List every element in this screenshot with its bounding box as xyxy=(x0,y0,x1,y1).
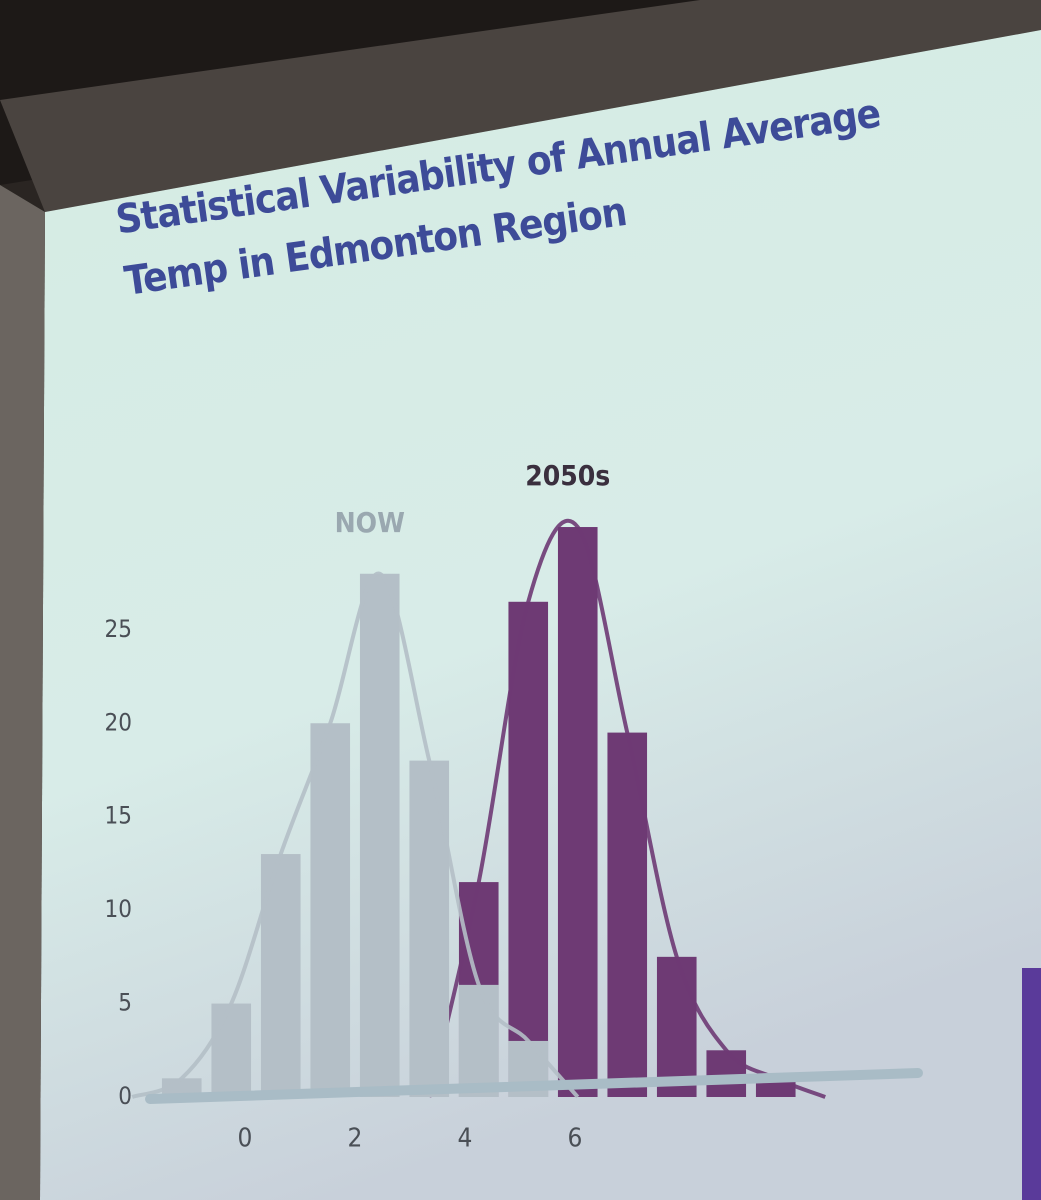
screen-edge xyxy=(0,185,45,1200)
bar xyxy=(310,723,351,1097)
y-tick-label: 25 xyxy=(105,615,132,643)
side-panel xyxy=(1022,968,1041,1200)
bar xyxy=(706,1050,747,1097)
bar xyxy=(458,984,499,1097)
fit-curve xyxy=(131,571,580,1099)
series-label: NOW xyxy=(335,506,405,539)
y-tick-label: 20 xyxy=(105,708,132,736)
y-tick-label: 15 xyxy=(105,802,132,830)
x-axis xyxy=(145,1068,923,1104)
bar xyxy=(656,956,697,1097)
x-tick-label: 0 xyxy=(238,1124,253,1154)
x-tick-label: 2 xyxy=(348,1124,363,1154)
bar xyxy=(359,573,400,1097)
bar xyxy=(508,601,549,1097)
bar xyxy=(161,1078,202,1097)
bar xyxy=(557,527,598,1097)
fit-curve xyxy=(427,518,826,1099)
bar xyxy=(607,732,648,1097)
series-label: 2050s xyxy=(525,459,610,492)
bar xyxy=(409,760,450,1097)
y-tick-label: 10 xyxy=(105,895,132,923)
screen-border xyxy=(0,0,1041,212)
x-tick-label: 6 xyxy=(568,1124,583,1154)
x-tick-label: 4 xyxy=(458,1124,473,1154)
y-tick-label: 5 xyxy=(118,989,132,1017)
y-tick-label: 0 xyxy=(118,1082,132,1110)
bar xyxy=(211,1003,252,1097)
